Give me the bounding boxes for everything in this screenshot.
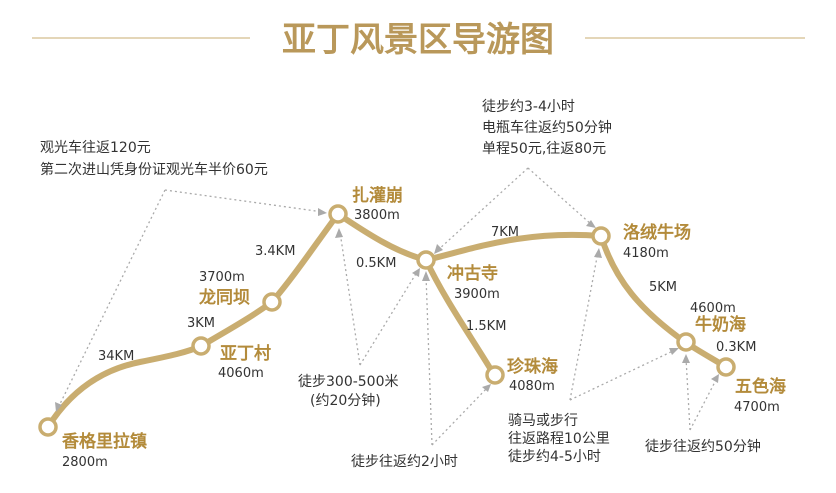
note-bus-line-2: 第二次进山凭身份证观光车半价60元 <box>40 161 268 178</box>
node-zhenzhuhai <box>485 365 505 385</box>
note-horse-line-3: 徒步约4-5小时 <box>508 449 601 465</box>
place-name-wusehai: 五色海 <box>735 376 786 397</box>
elev-zhaguanbeng: 3800m <box>354 208 400 223</box>
arrow-walk1-to-chonggusi <box>359 271 418 366</box>
elev-luorong: 4180m <box>623 246 669 261</box>
elev-chonggusi: 3900m <box>454 287 500 302</box>
arrow-heads <box>55 208 719 412</box>
place-name-chonggusi: 冲古寺 <box>447 263 498 284</box>
arrow-ecar-to-luorong <box>527 167 593 226</box>
arrow-ecar-to-chonggusi <box>437 167 529 251</box>
route-nodes <box>38 204 736 437</box>
elev-longtongba: 3700m <box>199 270 245 285</box>
place-name-luorong: 洛绒牛场 <box>623 222 691 243</box>
arrowhead-chonggusi-a <box>434 244 443 254</box>
arrowhead-zhaguanbeng-a <box>318 208 327 216</box>
dist-yadingcun-longtongba: 3KM <box>187 316 215 331</box>
branch-path-zhenzhuhai <box>423 257 496 376</box>
elevations: 2800m 4060m 3700m 3800m 3900m 4080m 4180… <box>62 208 780 470</box>
arrow-horse-to-luorong <box>569 251 599 401</box>
place-name-longtongba: 龙同坝 <box>198 287 250 308</box>
note-ecar-line-2: 电瓶车往返约50分钟 <box>482 119 612 136</box>
node-yadingcun <box>191 336 211 356</box>
elev-niunaihai: 4600m <box>690 301 736 316</box>
node-zhaguanbeng <box>328 204 348 224</box>
node-luorong <box>591 226 611 246</box>
elev-wusehai: 4700m <box>734 400 780 415</box>
arrow-bus-to-xianggelila <box>57 189 166 409</box>
dist-xianggelila-yadingcun: 34KM <box>98 349 134 364</box>
note-horse-line-1: 骑马或步行 <box>508 413 578 429</box>
arrow-walk2-to-chonggusi <box>425 274 433 446</box>
arrowhead-wusehai <box>711 374 719 383</box>
place-name-zhenzhuhai: 珍珠海 <box>507 356 558 377</box>
arrow-walk3-to-niunaihai <box>685 357 691 431</box>
arrowhead-zhaguanbeng-b <box>335 228 343 238</box>
note-walk3-line-1: 徒步往返约50分钟 <box>645 438 761 455</box>
guide-arrows <box>57 167 718 446</box>
dist-longtongba-zhaguanbeng: 3.4KM <box>255 244 295 259</box>
elev-xianggelila: 2800m <box>62 455 108 470</box>
place-name-xianggelila: 香格里拉镇 <box>62 431 147 452</box>
arrow-bus-to-zhaguanbeng <box>164 189 324 213</box>
dist-zhaguanbeng-chonggusi: 0.5KM <box>356 256 396 271</box>
arrow-walk3-to-wusehai <box>689 377 718 431</box>
arrowhead-luorong-a <box>586 220 596 228</box>
node-xianggelila <box>38 417 58 437</box>
elev-zhenzhuhai: 4080m <box>509 379 555 394</box>
note-walk1-line-1: 徒步300-500米 <box>298 374 399 390</box>
note-walk1-line-2: (约20分钟) <box>310 392 381 409</box>
dist-luorong-niunaihai: 5KM <box>649 280 677 295</box>
route-path <box>45 209 729 430</box>
arrow-walk2-to-zhenzhuhai <box>431 386 489 446</box>
dist-chonggusi-luorong: 7KM <box>491 225 519 240</box>
arrow-walk1-to-zhaguanbeng <box>339 231 361 366</box>
node-wusehai <box>716 357 736 377</box>
node-longtongba <box>262 292 282 312</box>
elev-yadingcun: 4060m <box>218 366 264 381</box>
arrowhead-chonggusi-c <box>422 271 430 281</box>
dist-niunaihai-wusehai: 0.3KM <box>716 340 756 355</box>
route-notes: 观光车往返120元 第二次进山凭身份证观光车半价60元 徒步约3-4小时 电瓶车… <box>40 99 761 470</box>
note-walk2-line-1: 徒步往返约2小时 <box>351 454 458 470</box>
arrowhead-luorong-b <box>594 248 602 258</box>
arrowhead-xianggelila <box>55 402 62 412</box>
arrowhead-niunaihai-a <box>669 348 679 355</box>
note-ecar-line-3: 单程50元,往返80元 <box>482 141 606 157</box>
note-bus-line-1: 观光车往返120元 <box>40 139 151 156</box>
arrowhead-zhenzhuhai <box>482 384 491 392</box>
segment-distances: 34KM 3KM 3.4KM 0.5KM 7KM 1.5KM 5KM 0.3KM <box>98 225 756 364</box>
dist-chonggusi-zhenzhuhai: 1.5KM <box>466 319 506 334</box>
arrow-horse-to-niunaihai <box>569 349 676 401</box>
place-name-niunaihai: 牛奶海 <box>695 314 746 335</box>
arrowhead-chonggusi-b <box>412 268 420 277</box>
note-horse-line-2: 往返路程10公里 <box>508 431 610 447</box>
place-name-yadingcun: 亚丁村 <box>220 343 271 364</box>
note-ecar-line-1: 徒步约3-4小时 <box>482 99 575 115</box>
node-chonggusi <box>416 250 436 270</box>
arrowhead-niunaihai-b <box>682 354 690 363</box>
place-names: 香格里拉镇 亚丁村 龙同坝 扎灌崩 冲古寺 珍珠海 洛绒牛场 牛奶海 五色海 <box>62 185 786 452</box>
node-niunaihai <box>676 332 696 352</box>
place-name-zhaguanbeng: 扎灌崩 <box>352 185 403 206</box>
map-title: 亚丁风景区导游图 <box>282 20 554 60</box>
